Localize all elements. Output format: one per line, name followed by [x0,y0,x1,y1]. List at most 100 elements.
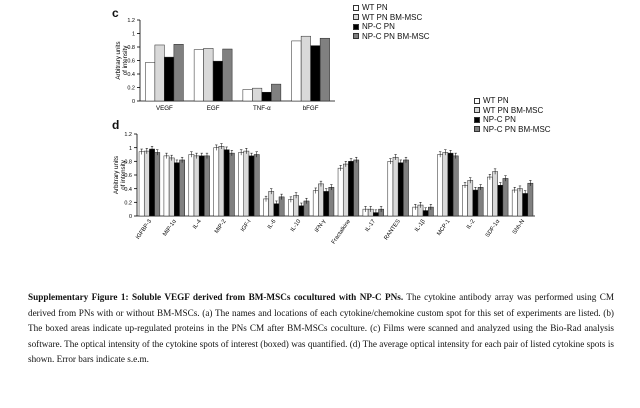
caption-title: Supplementary Figure 1: Soluble VEGF der… [28,292,404,302]
x-tick-label: EGF [207,105,220,112]
legend-entry: WT PN [353,3,430,13]
x-tick-label: VEGF [156,105,173,112]
bar [271,83,282,102]
legend-entry: NP-C PN [353,22,430,32]
x-tick-label: IGFBP-3 [135,219,153,241]
bar [164,56,175,102]
bar [212,60,223,102]
x-tick-label: IL-10 [290,219,302,233]
x-tick-label: bFGF [303,105,319,112]
bar [278,196,285,217]
panel-c-label: c [112,6,119,20]
legend-label: NP-C PN [362,22,395,31]
legend-label: NP-C PN BM-MSC [362,31,430,41]
y-tick-label: 0.8 [124,160,132,166]
legend-entry: NP-C PN [474,115,551,125]
bar [477,187,484,217]
bar [229,152,235,217]
legend-swatch [474,97,480,104]
legend-d: WT PN WT PN BM-MSC NP-C PN NP-C PN BM-MSC [474,96,551,134]
bar [149,148,155,217]
bar [293,195,299,217]
bar [328,187,335,217]
bar [387,161,394,217]
x-tick-label: TNF-α [253,105,271,112]
bar [522,193,529,217]
bar [253,154,260,217]
y-axis-label: Arbitrary unitsof intensity [113,156,127,194]
legend-label: NP-C PN [483,115,516,124]
bar [268,191,275,217]
bar [222,48,233,102]
bar [291,40,302,102]
bar [238,152,244,217]
bar [472,189,479,217]
bar [437,154,443,217]
caption-body: The cytokine antibody array was performe… [28,292,614,365]
x-tick-label: IGF-I [240,218,253,233]
legend-swatch [474,116,480,123]
y-tick-label: 1.2 [124,132,132,138]
bar [188,154,195,217]
y-tick-label: 1 [129,146,132,152]
legend-entry: WT PN BM-MSC [474,106,551,116]
bar [527,182,534,217]
bar [243,150,250,217]
bar [497,185,504,217]
y-tick-label: 0 [129,214,132,220]
legend-label: WT PN BM-MSC [483,105,544,115]
bar [467,180,474,217]
bar [502,178,509,217]
bar [223,149,230,217]
figure-caption: Supplementary Figure 1: Soluble VEGF der… [28,290,614,368]
panel-d-label: d [112,118,120,132]
bar [179,159,185,217]
legend-label: WT PN [483,96,509,105]
bar [138,151,145,217]
bar [323,191,330,217]
bar [397,162,404,217]
legend-entry: NP-C PN BM-MSC [353,32,430,42]
legend-entry: NP-C PN BM-MSC [474,125,551,135]
x-tick-label: MIP-1α [162,218,178,237]
bar [193,155,200,217]
legend-entry: WT PN [474,96,551,106]
bar [310,45,321,102]
bar [248,155,255,217]
x-tick-label: RANTES [383,219,401,242]
y-tick-label: 0 [132,99,135,105]
chart-d: 0 0.2 0.4 0.6 0.8 1 1.2 Arbitrary unitsof inten… [113,132,535,246]
bar [403,159,409,217]
x-tick-label: IL-6 [267,219,278,231]
legend-swatch [474,107,480,114]
legend-swatch [353,33,359,40]
bar [154,152,161,217]
legend-swatch [353,14,359,21]
y-tick-label: 0.2 [127,86,135,92]
legend-swatch [353,23,359,30]
bar [511,189,518,217]
bar [163,155,170,217]
y-tick-label: 1 [132,32,135,38]
legend-label: WT PN [362,3,388,12]
bar [300,35,311,102]
bar [143,150,150,217]
bar [174,162,180,217]
bar [252,87,263,102]
x-tick-label: IL-17 [364,219,376,233]
x-tick-label: MCP-1 [436,219,451,237]
bar [342,163,349,217]
x-tick-label: IL-4 [192,218,203,230]
legend-c: WT PN WT PN BM-MSC NP-C PN NP-C PN BM-MSC [353,3,430,41]
x-tick-label: SDF-1α [485,218,502,238]
bar [218,146,225,217]
legend-label: WT PN BM-MSC [362,12,423,22]
bar [442,152,449,217]
x-tick-label: Fractalkine [331,219,352,246]
bar [447,152,454,217]
bar [242,89,253,102]
bar [145,62,156,102]
bar [173,44,184,102]
x-tick-label: IFN-γ [314,219,327,234]
y-tick-label: 1.2 [127,18,135,24]
